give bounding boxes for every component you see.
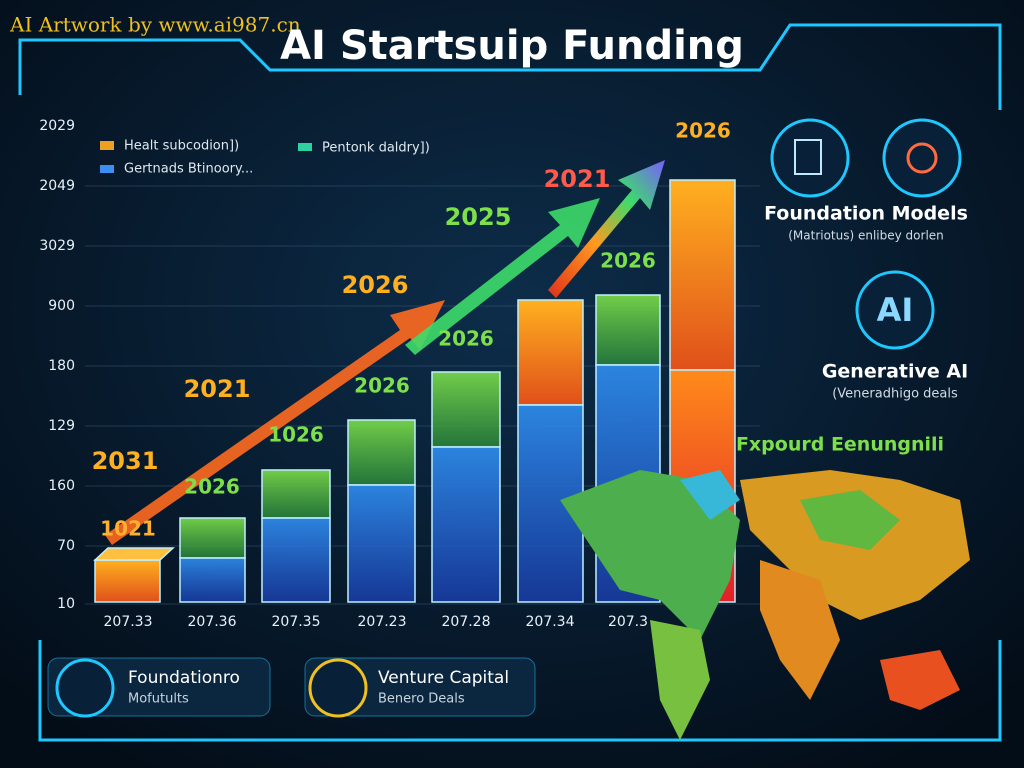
legend-label: Healt subcodion]) [124, 139, 239, 154]
foundation-sub: (Matriotus) enlibey dorlen [788, 229, 944, 243]
arrow [105, 160, 665, 545]
x-label: 207.33 [104, 614, 153, 630]
legend-swatch [100, 165, 114, 173]
generative-sub: (Veneradhigo deals [832, 387, 958, 402]
bar-label: 2026 [184, 475, 240, 499]
bar [94, 559, 161, 603]
arrow-label: 2021 [184, 375, 251, 403]
icon-model [882, 118, 962, 198]
generative-title: Generative AI [822, 361, 968, 383]
legend-label: Pentonk daldry]) [322, 141, 430, 156]
card-icon [308, 658, 368, 718]
icon-docs [770, 118, 850, 198]
bar-label: 2026 [354, 374, 410, 398]
watermark: AI Artwork by www.ai987.cn [9, 13, 301, 37]
icon-glyph [906, 142, 938, 174]
legend: Healt subcodion]) Pentonk daldry]) Gertn… [100, 139, 430, 177]
bar [179, 517, 246, 559]
cards: Foundationro Mofutults Venture Capital B… [47, 657, 536, 718]
y-label: 3029 [39, 238, 75, 254]
card-title: Venture Capital [378, 668, 509, 688]
arrow-label: 2031 [92, 447, 159, 475]
bar-label: 1026 [268, 423, 324, 447]
x-label: 207.36 [188, 614, 237, 630]
arrow-purple [548, 160, 665, 298]
card-sub: Mofutults [128, 692, 189, 707]
title: AI Startsuip Funding [280, 23, 744, 69]
bar [261, 469, 331, 519]
bar [517, 299, 584, 406]
bar-label: 2026 [675, 119, 731, 143]
foundation-title: Foundation Models [764, 203, 968, 225]
map-title: Fxpourd Eenungnili [736, 434, 944, 456]
y-label: 70 [57, 538, 75, 554]
bar-label: 2026 [600, 249, 656, 273]
map-region [760, 560, 840, 700]
y-label: 900 [48, 298, 75, 314]
arrow-green [405, 198, 600, 355]
arrow-label: 2026 [342, 271, 409, 299]
arrow-labels: 2031 2021 2026 2025 2021 [92, 165, 611, 475]
legend-swatch [100, 141, 114, 150]
bar-label: 2026 [438, 327, 494, 351]
x-label: 207.3 [608, 614, 648, 630]
legend-swatch [298, 143, 312, 151]
bar [669, 179, 736, 371]
map-region [560, 470, 740, 640]
arrow-red [105, 300, 445, 545]
x-label: 207.34 [526, 614, 575, 630]
icon-glyph [794, 139, 822, 175]
ai-badge [855, 270, 935, 350]
ai-badge-text: AI [877, 291, 914, 329]
x-label: 207.35 [272, 614, 321, 630]
x-label: 207.28 [442, 614, 491, 630]
arrow-label: 2021 [544, 165, 611, 193]
bar-label: 1021 [100, 517, 156, 541]
y-label: 180 [48, 358, 75, 374]
card-title: Foundationro [128, 668, 240, 688]
y-label: 129 [48, 418, 75, 434]
y-label: 2029 [39, 118, 75, 134]
map-region [880, 650, 960, 710]
card-icon [55, 658, 115, 718]
bar-top [93, 547, 175, 561]
y-label: 10 [57, 596, 75, 612]
bar [595, 294, 661, 366]
bar [347, 484, 416, 603]
map-region [680, 470, 740, 520]
x-label: 207.23 [358, 614, 407, 630]
bar-labels: 1021 2026 1026 2026 2026 2026 2026 [100, 119, 731, 541]
y-label: 160 [48, 478, 75, 494]
side-panel: Foundation Models (Matriotus) enlibey do… [736, 118, 968, 456]
legend-label: Gertnads Btinoory... [124, 162, 253, 177]
bar [261, 517, 331, 603]
arrow-label: 2025 [445, 203, 512, 231]
bar [431, 371, 501, 448]
map [560, 470, 970, 740]
card-sub: Benero Deals [378, 692, 465, 707]
frame [18, 23, 1002, 742]
map-region [650, 620, 710, 740]
bar [179, 557, 246, 603]
y-label: 2049 [39, 178, 75, 194]
bar [431, 446, 501, 603]
map-region [800, 490, 900, 550]
bar [347, 419, 416, 486]
x-axis: 207.33 207.36 207.35 207.23 207.28 207.3… [104, 614, 649, 630]
